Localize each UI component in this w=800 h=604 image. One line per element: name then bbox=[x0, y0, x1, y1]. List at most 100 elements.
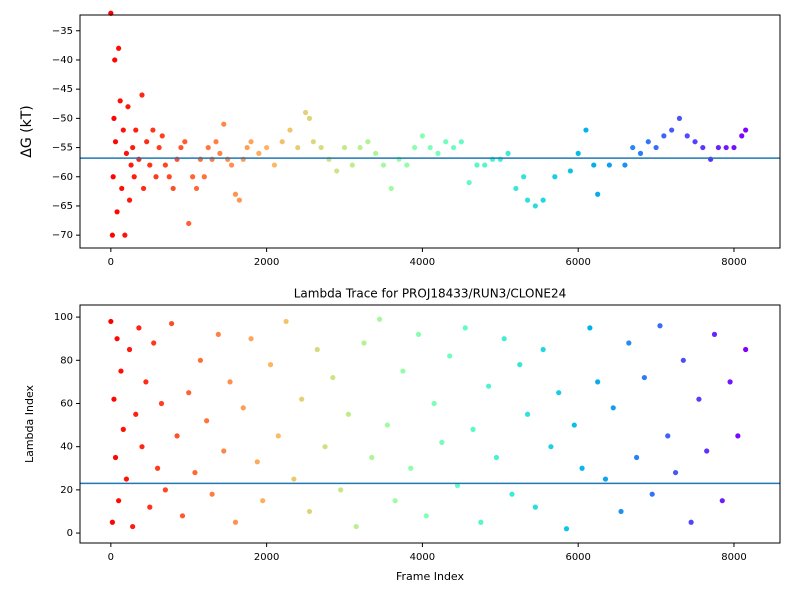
point bbox=[213, 139, 219, 145]
point bbox=[217, 150, 223, 156]
point bbox=[221, 448, 227, 454]
point bbox=[571, 422, 577, 428]
point bbox=[264, 144, 270, 151]
point bbox=[126, 346, 133, 353]
point bbox=[125, 104, 131, 110]
point bbox=[279, 139, 285, 145]
point bbox=[583, 127, 589, 133]
point bbox=[435, 150, 441, 156]
point bbox=[295, 144, 301, 151]
point bbox=[240, 405, 246, 411]
point bbox=[221, 121, 227, 127]
point bbox=[373, 150, 379, 156]
point bbox=[361, 340, 367, 346]
point bbox=[357, 144, 363, 151]
point bbox=[182, 139, 188, 145]
point bbox=[450, 144, 457, 151]
point bbox=[248, 139, 254, 145]
point bbox=[365, 139, 371, 145]
point bbox=[162, 487, 168, 493]
point bbox=[458, 139, 464, 145]
point bbox=[427, 144, 433, 151]
point bbox=[743, 346, 749, 353]
point bbox=[156, 144, 162, 151]
y-tick-label: −55 bbox=[52, 143, 73, 154]
point bbox=[388, 185, 394, 192]
x-tick-label: 6000 bbox=[565, 552, 590, 563]
point bbox=[197, 357, 204, 363]
point bbox=[715, 144, 721, 151]
point bbox=[610, 405, 616, 411]
point bbox=[618, 508, 624, 515]
x-tick-label: 2000 bbox=[254, 257, 279, 268]
point bbox=[232, 191, 239, 197]
point bbox=[192, 469, 198, 476]
point bbox=[419, 133, 426, 139]
point bbox=[178, 144, 184, 151]
point bbox=[110, 174, 116, 180]
point bbox=[501, 336, 507, 342]
point bbox=[122, 232, 128, 238]
point bbox=[657, 323, 663, 329]
point bbox=[661, 133, 667, 139]
point bbox=[400, 368, 406, 374]
point bbox=[443, 139, 449, 145]
axes-frame bbox=[79, 14, 781, 249]
y-axis-label: Lambda Index bbox=[23, 384, 36, 463]
point bbox=[227, 379, 233, 385]
point bbox=[244, 144, 250, 151]
point bbox=[140, 185, 147, 192]
point bbox=[111, 115, 117, 121]
point bbox=[232, 519, 239, 525]
point bbox=[133, 411, 139, 417]
point bbox=[322, 444, 328, 450]
point bbox=[669, 127, 675, 133]
point bbox=[595, 379, 601, 385]
point bbox=[696, 396, 702, 402]
point bbox=[380, 162, 387, 168]
point bbox=[384, 422, 390, 428]
point bbox=[704, 448, 710, 454]
point bbox=[454, 482, 461, 489]
x-tick-label: 8000 bbox=[721, 552, 746, 563]
point bbox=[672, 469, 679, 476]
point bbox=[735, 433, 741, 439]
point bbox=[204, 418, 210, 424]
point bbox=[692, 139, 698, 145]
point bbox=[739, 133, 745, 139]
point bbox=[505, 150, 511, 156]
point bbox=[139, 444, 145, 450]
point bbox=[153, 174, 159, 180]
point bbox=[727, 379, 733, 385]
y-tick-label: −35 bbox=[52, 26, 73, 37]
y-tick-label: −45 bbox=[52, 84, 73, 95]
point bbox=[637, 150, 644, 156]
point bbox=[743, 127, 749, 133]
point bbox=[119, 185, 125, 192]
point bbox=[552, 174, 558, 180]
point bbox=[314, 346, 320, 353]
point bbox=[209, 491, 215, 497]
point bbox=[117, 98, 123, 104]
point bbox=[532, 203, 538, 209]
point bbox=[136, 325, 142, 331]
point bbox=[462, 325, 468, 331]
point bbox=[162, 162, 168, 168]
point bbox=[150, 127, 156, 133]
point bbox=[676, 115, 683, 121]
point bbox=[719, 498, 725, 504]
point bbox=[645, 139, 651, 145]
point bbox=[470, 426, 476, 432]
chart-title: Lambda Trace for PROJ18433/RUN3/CLONE24 bbox=[294, 287, 567, 301]
point bbox=[271, 162, 278, 168]
point bbox=[641, 374, 647, 381]
point bbox=[474, 162, 480, 168]
point bbox=[622, 162, 628, 168]
point bbox=[228, 162, 235, 168]
x-axis-label: Frame Index bbox=[396, 570, 465, 583]
point bbox=[131, 174, 137, 180]
point bbox=[205, 144, 211, 151]
point bbox=[215, 331, 221, 337]
point bbox=[112, 57, 118, 63]
point bbox=[112, 139, 119, 145]
